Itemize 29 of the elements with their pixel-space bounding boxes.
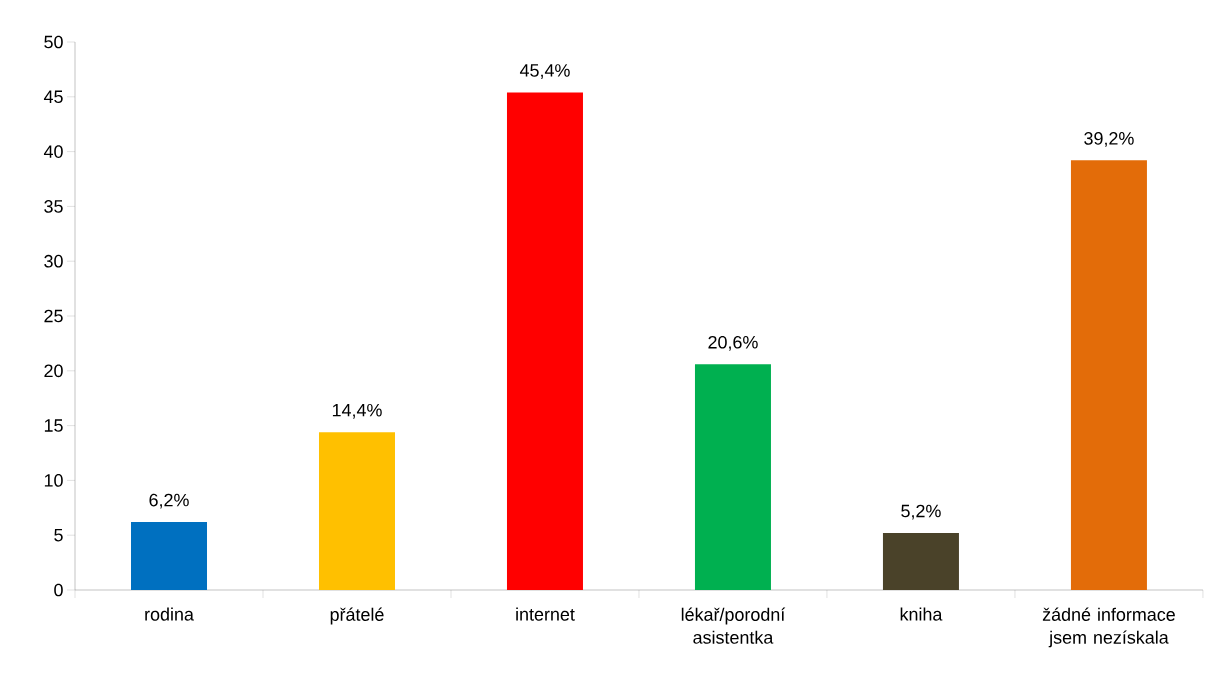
y-tick-label: 30: [44, 254, 63, 268]
data-label: 5,2%: [901, 504, 941, 520]
y-tick-label: 40: [43, 145, 63, 158]
y-tick-label: 15: [44, 419, 63, 432]
y-tick-label: 50: [44, 35, 63, 49]
bar: [318, 432, 395, 590]
y-tick-label: 10: [44, 474, 63, 487]
bar: [694, 364, 771, 590]
x-tick-label: žádné informace jsem nezískala: [1042, 607, 1175, 648]
bar: [131, 522, 207, 590]
x-tick-label: přátelé: [330, 607, 384, 625]
bar: [1070, 160, 1147, 590]
data-label: 6,2%: [149, 493, 189, 509]
y-tick-label: 25: [44, 309, 63, 323]
bar: [506, 92, 583, 590]
x-tick-label: kniha: [900, 607, 943, 621]
y-tick-label: 20: [44, 364, 63, 378]
data-label: 39,2%: [1084, 132, 1134, 147]
data-label: 45,4%: [519, 64, 570, 79]
y-tick-label: 0: [54, 583, 63, 597]
x-tick-label: rodina: [145, 607, 194, 621]
x-tick-label: internet: [516, 607, 575, 621]
bar: [882, 533, 959, 590]
x-tick-label: lékař/porodní asistentka: [681, 607, 786, 644]
y-tick-label: 35: [44, 200, 63, 213]
y-tick-label: 45: [43, 90, 63, 104]
data-label: 14,4%: [332, 403, 382, 419]
data-label: 20,6%: [708, 335, 758, 351]
y-tick-label: 5: [54, 528, 63, 542]
